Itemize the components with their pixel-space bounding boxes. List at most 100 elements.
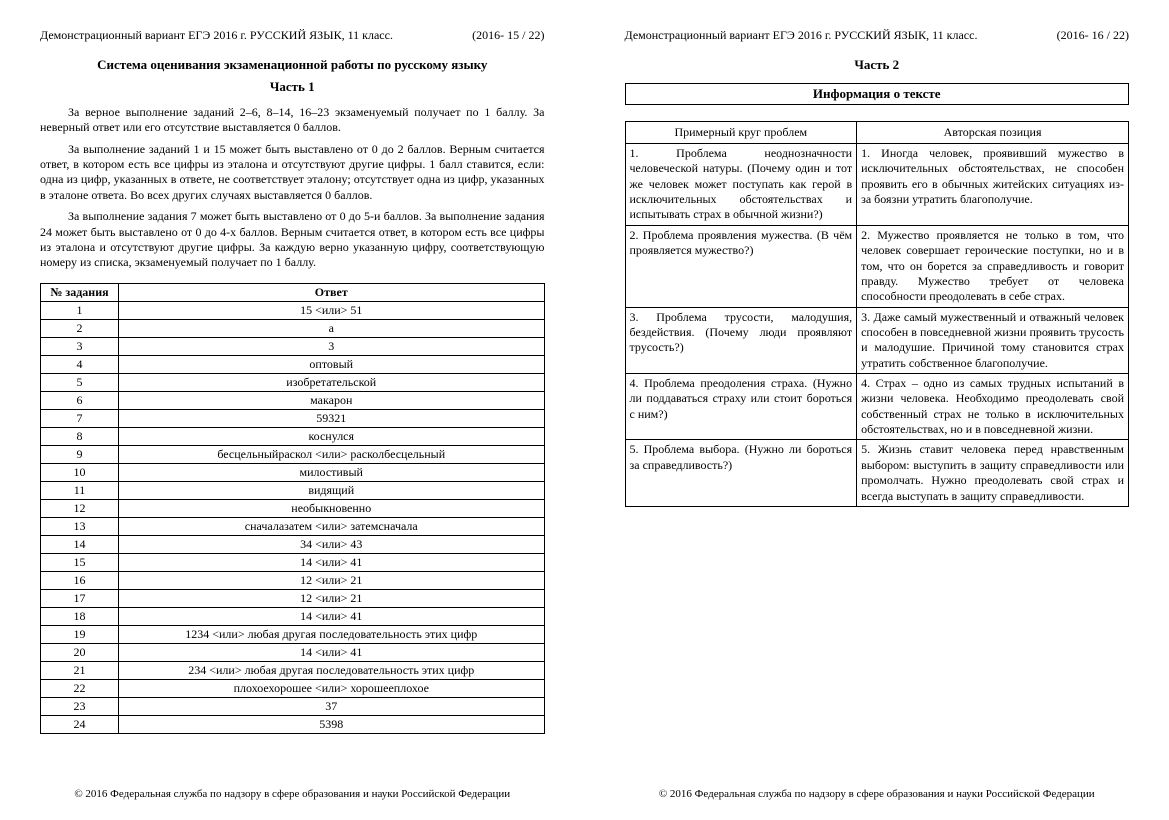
cell-number: 24	[41, 715, 119, 733]
cell-answer: 5398	[119, 715, 545, 733]
cell-problem: 4. Проблема преодоления страха. (Нужно л…	[625, 374, 857, 440]
cell-number: 22	[41, 679, 119, 697]
page-right: Демонстрационный вариант ЕГЭ 2016 г. РУС…	[585, 0, 1169, 820]
cell-number: 1	[41, 301, 119, 319]
cell-number: 10	[41, 463, 119, 481]
cell-answer: 1234 <или> любая другая последовательнос…	[119, 625, 545, 643]
cell-number: 13	[41, 517, 119, 535]
footer-left: © 2016 Федеральная служба по надзору в с…	[40, 778, 545, 800]
cell-number: 20	[41, 643, 119, 661]
table-row: 1514 <или> 41	[41, 553, 545, 571]
info-box: Информация о тексте	[625, 83, 1130, 105]
cell-number: 7	[41, 409, 119, 427]
title-part: Часть 1	[40, 79, 545, 95]
table-row: 1712 <или> 21	[41, 589, 545, 607]
table-row: 1612 <или> 21	[41, 571, 545, 589]
cell-number: 21	[41, 661, 119, 679]
cell-answer: 12 <или> 21	[119, 571, 545, 589]
cell-number: 3	[41, 337, 119, 355]
cell-position: 2. Мужество проявляется не только в том,…	[857, 225, 1129, 307]
cell-answer: 14 <или> 41	[119, 553, 545, 571]
cell-answer: 15 <или> 51	[119, 301, 545, 319]
header-right: Демонстрационный вариант ЕГЭ 2016 г. РУС…	[625, 28, 1130, 43]
cell-problem: 1. Проблема неоднозначности человеческой…	[625, 144, 857, 226]
header-page: (2016- 15 / 22)	[472, 28, 544, 43]
table-row: 8коснулся	[41, 427, 545, 445]
col-header-answer: Ответ	[119, 283, 545, 301]
footer-right: © 2016 Федеральная служба по надзору в с…	[625, 778, 1130, 800]
table-row: 12необыкновенно	[41, 499, 545, 517]
paragraph: За верное выполнение заданий 2–6, 8–14, …	[40, 105, 545, 136]
cell-answer: макарон	[119, 391, 545, 409]
cell-position: 5. Жизнь ставит человека перед нравствен…	[857, 440, 1129, 506]
table-row: 2014 <или> 41	[41, 643, 545, 661]
table-row: 2. Проблема проявления мужества. (В чём …	[625, 225, 1129, 307]
cell-answer: сначалазатем <или> затемсначала	[119, 517, 545, 535]
header-left: Демонстрационный вариант ЕГЭ 2016 г. РУС…	[40, 28, 545, 43]
cell-answer: изобретательской	[119, 373, 545, 391]
table-row: 1. Проблема неоднозначности человеческой…	[625, 144, 1129, 226]
table-row: 13сначалазатем <или> затемсначала	[41, 517, 545, 535]
cell-number: 14	[41, 535, 119, 553]
cell-answer: бесцельныйраскол <или> расколбесцельный	[119, 445, 545, 463]
cell-answer: необыкновенно	[119, 499, 545, 517]
cell-answer: милостивый	[119, 463, 545, 481]
cell-position: 4. Страх – одно из самых трудных испытан…	[857, 374, 1129, 440]
cell-number: 4	[41, 355, 119, 373]
cell-answer: 234 <или> любая другая последовательност…	[119, 661, 545, 679]
cell-number: 9	[41, 445, 119, 463]
table-row: 33	[41, 337, 545, 355]
table-row: 4оптовый	[41, 355, 545, 373]
title-part: Часть 2	[625, 57, 1130, 73]
cell-number: 8	[41, 427, 119, 445]
cell-answer: 14 <или> 41	[119, 607, 545, 625]
table-row: 2а	[41, 319, 545, 337]
table-row: 5. Проблема выбора. (Нужно ли бороться з…	[625, 440, 1129, 506]
table-row: 6макарон	[41, 391, 545, 409]
cell-answer: 12 <или> 21	[119, 589, 545, 607]
table-row: 1814 <или> 41	[41, 607, 545, 625]
table-row: 11видящий	[41, 481, 545, 499]
cell-number: 15	[41, 553, 119, 571]
cell-answer: 59321	[119, 409, 545, 427]
table-row: 9бесцельныйраскол <или> расколбесцельный	[41, 445, 545, 463]
table-row: 759321	[41, 409, 545, 427]
paragraph: За выполнение задания 7 может быть выста…	[40, 209, 545, 270]
table-row: 21234 <или> любая другая последовательно…	[41, 661, 545, 679]
cell-number: 5	[41, 373, 119, 391]
col-header-position: Авторская позиция	[857, 122, 1129, 144]
table-row: 115 <или> 51	[41, 301, 545, 319]
cell-answer: 37	[119, 697, 545, 715]
table-row: 4. Проблема преодоления страха. (Нужно л…	[625, 374, 1129, 440]
cell-answer: оптовый	[119, 355, 545, 373]
cell-number: 12	[41, 499, 119, 517]
cell-problem: 5. Проблема выбора. (Нужно ли бороться з…	[625, 440, 857, 506]
cell-number: 23	[41, 697, 119, 715]
col-header-number: № задания	[41, 283, 119, 301]
cell-problem: 3. Проблема трусости, малодушия, бездейс…	[625, 307, 857, 373]
cell-number: 19	[41, 625, 119, 643]
cell-answer: видящий	[119, 481, 545, 499]
cell-position: 3. Даже самый мужественный и отважный че…	[857, 307, 1129, 373]
cell-number: 16	[41, 571, 119, 589]
table-row: 1434 <или> 43	[41, 535, 545, 553]
answers-table: № задания Ответ 115 <или> 512а334оптовый…	[40, 283, 545, 734]
header-text: Демонстрационный вариант ЕГЭ 2016 г. РУС…	[40, 28, 393, 43]
cell-answer: 34 <или> 43	[119, 535, 545, 553]
paragraph: За выполнение заданий 1 и 15 может быть …	[40, 142, 545, 203]
header-page: (2016- 16 / 22)	[1057, 28, 1129, 43]
cell-number: 17	[41, 589, 119, 607]
table-row: 22плохоехорошее <или> хорошееплохое	[41, 679, 545, 697]
table-row: 191234 <или> любая другая последовательн…	[41, 625, 545, 643]
cell-answer: а	[119, 319, 545, 337]
cell-position: 1. Иногда человек, проявивший мужество в…	[857, 144, 1129, 226]
cell-answer: 3	[119, 337, 545, 355]
cell-problem: 2. Проблема проявления мужества. (В чём …	[625, 225, 857, 307]
cell-number: 6	[41, 391, 119, 409]
table-row: 3. Проблема трусости, малодушия, бездейс…	[625, 307, 1129, 373]
col-header-problems: Примерный круг проблем	[625, 122, 857, 144]
header-text: Демонстрационный вариант ЕГЭ 2016 г. РУС…	[625, 28, 978, 43]
table-row: 245398	[41, 715, 545, 733]
cell-number: 18	[41, 607, 119, 625]
cell-number: 2	[41, 319, 119, 337]
